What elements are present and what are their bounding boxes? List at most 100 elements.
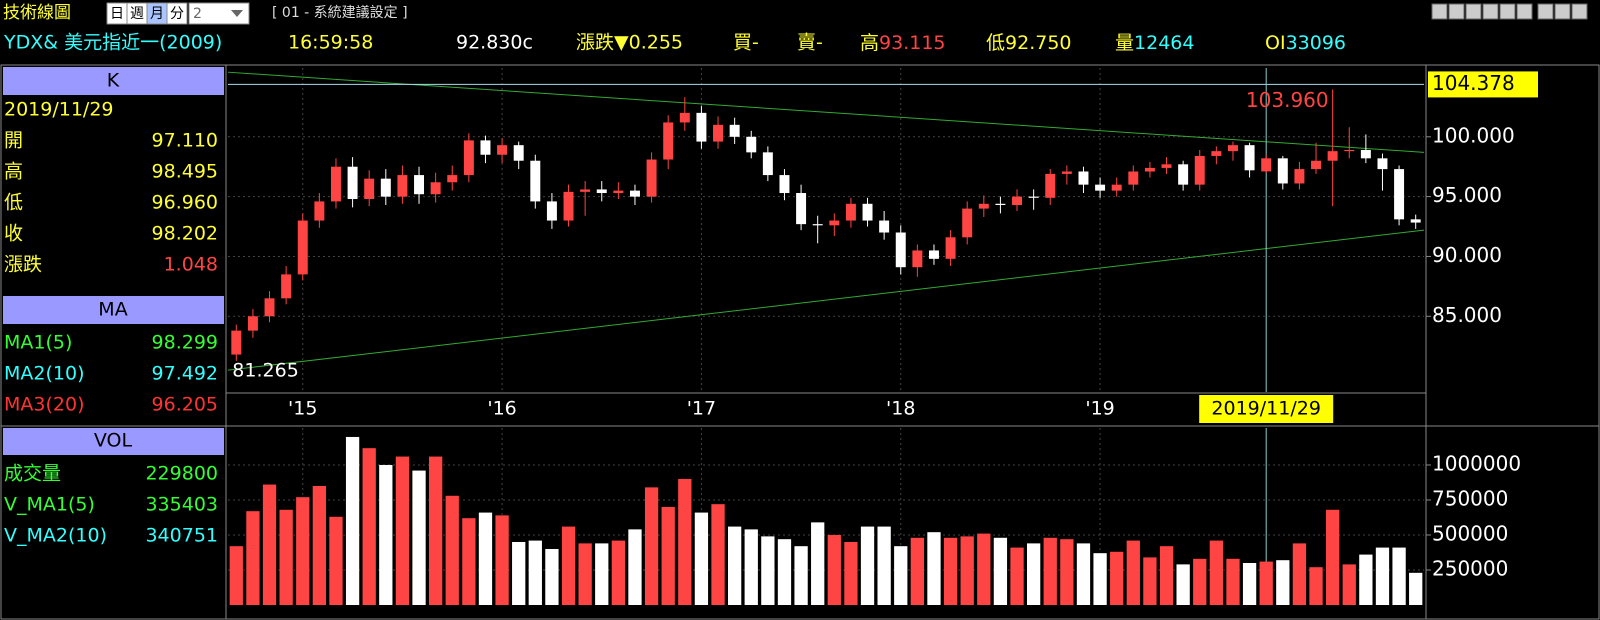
row-label: MA2(10) [4,363,84,385]
volume-bar [1309,567,1323,605]
candle-body [978,203,989,209]
volume-bar [445,495,459,605]
y-tick-label: 750000 [1432,486,1508,510]
label: 高 [860,32,879,54]
value: 12464 [1134,32,1194,54]
low-annotation: 81.265 [232,359,298,381]
candle-body [1360,149,1371,159]
candle-body [945,237,956,259]
volume-bar [1143,557,1157,605]
candle-body [1311,160,1322,170]
row-value: 98.299 [152,332,218,354]
icon[interactable] [1554,3,1571,20]
icon[interactable] [1516,3,1533,20]
y-tick-label: 95.000 [1432,183,1502,207]
candle-body [596,189,607,194]
volume-bar [561,526,576,605]
candle-body [513,145,524,161]
candle-body [962,208,973,238]
icon[interactable] [1465,3,1482,20]
candle-body [347,166,358,200]
candle-body [1227,145,1238,152]
candle-body [1211,151,1222,156]
row-label: MA3(20) [4,394,84,416]
volume-bar [1325,509,1340,605]
volume-bar [1209,540,1224,605]
candle-body [1377,158,1388,170]
window-title: 技術線圖 [3,3,71,23]
y-tick-label: 1000000 [1432,451,1521,475]
volume-bar [1076,543,1091,605]
panel-date: 2019/11/29 [4,99,114,121]
volume-bar [910,537,925,605]
candle-body [1344,149,1355,152]
icon[interactable] [1431,3,1448,20]
volume-bar [462,518,476,605]
window-icons [1431,3,1588,20]
candle-body [1294,169,1305,184]
candle-body [796,193,807,225]
candle-body [613,190,624,194]
value: 93.115 [879,32,945,54]
cursor-label-box [1199,395,1334,423]
volume-bar [1375,547,1390,605]
panel-header [3,428,224,455]
candle-body [762,152,773,176]
icon[interactable] [1482,3,1499,20]
row-label: V_MA1(5) [4,494,95,516]
volume-bar [362,448,376,605]
candle-body [1244,145,1255,171]
frame [0,64,1600,620]
volume-bar [977,533,991,605]
candle-body [314,201,325,221]
cursor-label: 2019/11/29 [1211,398,1321,420]
candle-body [1161,164,1172,168]
volume-bar [611,540,626,605]
candle-body [1061,171,1072,174]
candle-body [862,203,873,221]
volume-bar [1026,543,1041,605]
panel-title: K [107,70,120,92]
row-value: 98.202 [152,223,218,245]
quote-time: 16:59:58 [288,32,373,54]
icon[interactable] [1537,3,1554,20]
volume-bar [1226,558,1240,605]
volume-bar [761,536,775,605]
icon[interactable] [1499,3,1516,20]
candle-body [430,182,441,195]
quote-low: 低92.750 [986,32,1072,54]
row-label: 高 [4,161,23,183]
volume-bar [1176,564,1190,605]
period-button[interactable] [166,2,188,25]
volume-bar [1159,546,1174,605]
y-tick-label: 85.000 [1432,303,1502,327]
volume-bar [844,541,858,605]
candle-body [1095,184,1106,191]
reference-label-box [1428,71,1538,98]
period-input[interactable] [188,2,250,25]
candle-body [629,190,640,197]
setting-label[interactable]: [ 01 - 系統建議設定 ] [272,4,408,21]
volume-bar [1292,543,1307,605]
volume-bar [811,522,825,605]
volume-bar [993,537,1008,605]
row-value: 97.492 [152,363,218,385]
candle-body [264,298,275,317]
candle-body [1012,196,1023,205]
high-annotation: 103.960 [1246,88,1329,112]
candle-body [663,122,674,160]
period-label: 週 [130,6,144,22]
label: 低 [986,32,1005,54]
candle-body [1028,196,1039,198]
volume-bar [711,504,725,605]
x-tick-label: '19 [1085,398,1114,420]
row-label: 收 [4,223,23,245]
icon[interactable] [1448,3,1465,20]
volume-bar [595,543,609,605]
volume-bar [246,511,260,605]
icon[interactable] [1571,3,1588,20]
candle-body [912,250,923,268]
quote-oi: OI33096 [1265,32,1346,54]
label: OI [1265,32,1286,54]
